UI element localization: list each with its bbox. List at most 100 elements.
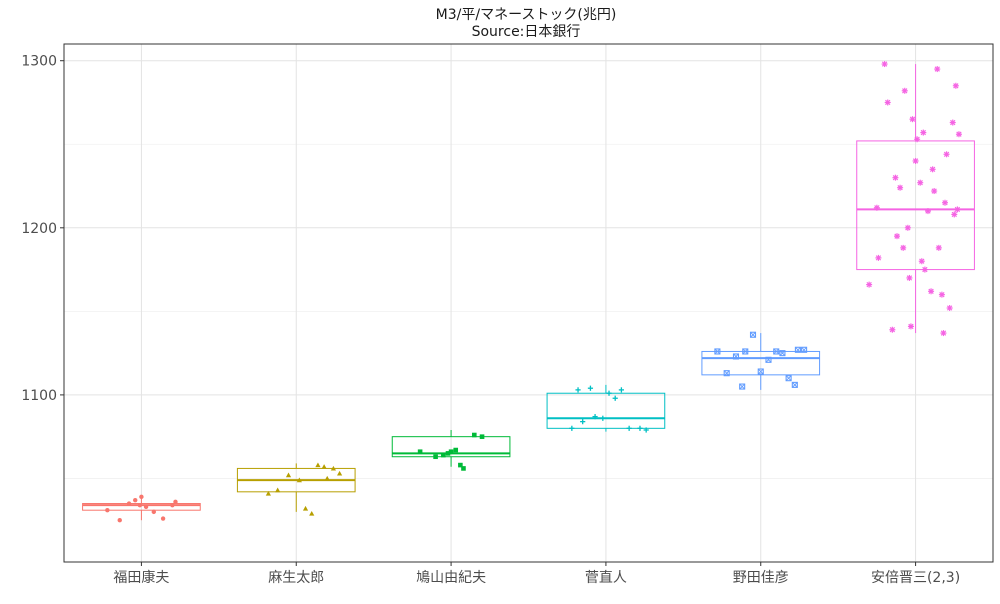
data-point: [441, 452, 446, 458]
data-point: [928, 288, 935, 295]
point-star-d2: [946, 305, 953, 311]
point-star-d2: [956, 131, 962, 137]
point-triangle: [265, 490, 271, 496]
data-point: [942, 199, 949, 206]
data-point: [934, 66, 941, 73]
data-point: [875, 254, 882, 261]
boxplots: [82, 64, 975, 521]
data-point: [296, 477, 302, 483]
y-tick-label: 1200: [21, 221, 57, 237]
point-circle: [173, 499, 178, 505]
data-point: [324, 475, 330, 481]
box-iqr: [701, 350, 821, 376]
data-point: [931, 188, 938, 195]
data-point: [587, 385, 594, 391]
point-circle: [137, 502, 143, 508]
boxplot-2: [236, 463, 356, 512]
data-point: [309, 510, 315, 516]
boxplot-5: [701, 333, 821, 390]
point-star-d2: [940, 330, 947, 336]
point-star-d2: [936, 245, 942, 251]
point-star-d2: [919, 258, 925, 264]
point-star-d2: [922, 266, 928, 273]
point-star-d2: [951, 211, 957, 218]
data-point: [461, 466, 466, 471]
data-point: [453, 447, 459, 453]
point-star-d2: [939, 291, 945, 298]
point-star-d2: [931, 188, 937, 194]
point-x-2: [750, 331, 756, 338]
data-point: [448, 449, 454, 455]
box-iqr: [82, 503, 201, 511]
grid-lines: [64, 44, 993, 562]
point-star-d2: [929, 166, 936, 172]
point-circle: [105, 508, 110, 513]
point-star-d2: [909, 116, 916, 122]
point-x-2: [795, 346, 801, 353]
point-star-d2: [908, 323, 914, 330]
point-square-outline: [785, 375, 792, 382]
point-triangle: [309, 510, 315, 516]
point-star-d2: [874, 205, 880, 211]
data-point: [714, 348, 721, 355]
data-point: [643, 427, 649, 433]
point-star-d2: [954, 206, 961, 213]
point-x-2: [714, 348, 721, 355]
point-x-2: [739, 383, 745, 390]
data-point: [892, 174, 899, 181]
data-point: [569, 425, 575, 431]
x-tick-label: 鳩山由紀夫: [416, 570, 486, 586]
data-point: [315, 462, 321, 468]
point-square: [448, 449, 454, 455]
point-star-d2: [906, 275, 913, 281]
box-iqr: [391, 436, 511, 458]
box-iqr: [546, 392, 666, 429]
data-point: [801, 346, 808, 353]
data-point: [133, 497, 138, 503]
data-point: [794, 346, 801, 353]
point-square-outline: [742, 348, 749, 355]
data-point: [173, 499, 178, 505]
point-square-outline: [791, 381, 798, 388]
point-square: [417, 449, 423, 455]
data-point: [765, 356, 772, 363]
data-point: [914, 136, 921, 143]
point-x-2: [733, 353, 739, 360]
data-point: [946, 305, 953, 312]
data-point: [873, 204, 880, 211]
data-point: [445, 451, 451, 456]
data-point: [881, 61, 888, 68]
point-square-outline: [801, 346, 808, 353]
y-tick-label: 1100: [21, 388, 57, 404]
data-point: [884, 99, 891, 106]
data-point: [732, 353, 740, 360]
point-triangle: [285, 472, 292, 478]
point-square: [479, 434, 485, 439]
data-point: [949, 119, 956, 126]
boxplot-3: [391, 429, 511, 467]
x-tick-label: 菅直人: [585, 569, 627, 586]
data-point: [626, 425, 632, 431]
point-circle: [170, 502, 175, 508]
data-point: [618, 387, 624, 393]
point-triangle: [330, 465, 337, 471]
point-square: [445, 451, 451, 456]
point-x-2: [765, 356, 772, 363]
chart-subtitle: Source:日本銀行: [472, 24, 581, 40]
data-point: [894, 233, 901, 240]
boxplot-6: [856, 64, 975, 334]
data-point: [139, 494, 144, 500]
data-point: [924, 208, 931, 215]
point-triangle: [275, 487, 281, 493]
data-point: [938, 291, 945, 298]
point-triangle: [321, 464, 327, 469]
x-tick-label: 野田佳彦: [733, 570, 789, 586]
point-star-d2: [925, 208, 931, 214]
point-triangle: [315, 462, 321, 468]
point-star-d2: [917, 180, 923, 186]
chart-title: M3/平/マネーストック(兆円): [436, 7, 617, 23]
point-star-d2: [943, 151, 950, 157]
point-square-outline: [765, 356, 772, 363]
point-x-2: [785, 375, 792, 382]
